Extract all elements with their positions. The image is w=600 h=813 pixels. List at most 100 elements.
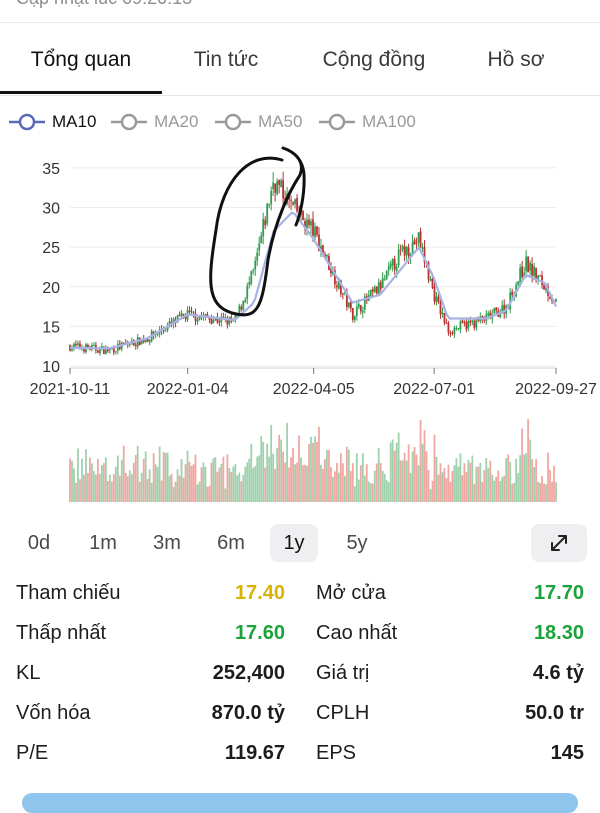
candle-body	[116, 344, 119, 351]
ma10-line-icon	[9, 113, 45, 131]
volume-bar	[246, 462, 249, 502]
volume-bar	[210, 462, 213, 502]
ma20-toggle[interactable]: MA20	[110, 104, 198, 140]
range-1y[interactable]: 1y	[270, 524, 318, 562]
candle-body	[487, 313, 490, 316]
volume-bar	[286, 422, 289, 502]
candle-body	[469, 321, 472, 323]
volume-bar	[75, 482, 77, 502]
candle-body	[164, 330, 167, 332]
volume-bar	[471, 455, 474, 502]
volume-bar	[83, 474, 85, 502]
candle-body	[459, 321, 462, 330]
range-3m[interactable]: 3m	[153, 532, 181, 554]
tab-community[interactable]: Cộng đồng	[322, 48, 426, 71]
price-chart[interactable]: 10 15 20 25 30 35 2021-10-11 2022-01-04 2022-04…	[0, 140, 600, 510]
volume-bars	[69, 419, 557, 502]
candle-body	[87, 344, 89, 348]
volume-bar	[312, 442, 314, 502]
volume-bar	[264, 467, 267, 502]
range-6m[interactable]: 6m	[217, 532, 245, 554]
candle-body	[188, 310, 191, 312]
volume-bar	[479, 462, 482, 502]
action-button[interactable]	[22, 793, 578, 813]
shares-outstanding-label: CPLH	[316, 702, 370, 724]
volume-bar	[491, 474, 494, 502]
volume-bar	[102, 463, 105, 502]
y-axis-ticks: 10 15 20 25 30 35	[42, 161, 60, 376]
volume-bar	[288, 467, 290, 502]
candle-body	[320, 246, 322, 250]
candle-body	[371, 289, 374, 292]
stat-row: KL 252,400 Giá trị 4.6 tỷ	[0, 654, 600, 694]
candle-body	[248, 282, 251, 285]
y-tick-label: 25	[42, 240, 60, 257]
ma100-toggle[interactable]: MA100	[318, 104, 416, 140]
volume-bar	[226, 454, 229, 502]
range-0d[interactable]: 0d	[27, 532, 51, 554]
volume-bar	[409, 472, 412, 502]
candle-body	[483, 319, 486, 321]
volume-bar	[473, 483, 476, 502]
candle-body	[190, 310, 193, 312]
candle-body	[198, 316, 201, 321]
volume-bar	[495, 476, 498, 502]
volume-bar	[126, 476, 129, 502]
volume-bar	[529, 439, 532, 502]
volume-bar	[114, 466, 117, 502]
candle-body	[182, 313, 185, 316]
volume-bar	[140, 472, 143, 502]
ma50-toggle[interactable]: MA50	[214, 104, 302, 140]
volume-bar	[365, 464, 368, 502]
volume-bar	[77, 448, 79, 502]
candle-body	[140, 339, 143, 345]
tab-overview[interactable]: Tổng quan	[30, 48, 132, 71]
candle-body	[244, 299, 247, 302]
volume-bar	[186, 450, 189, 502]
candle-body	[407, 247, 410, 257]
stat-row: Tham chiếu 17.40 Mở cửa 17.70	[0, 574, 600, 614]
main-tabs: Tổng quan Tin tức Cộng đồng Hồ sơ	[0, 22, 600, 96]
volume-bar	[79, 479, 81, 502]
volume-bar	[328, 450, 330, 502]
volume-bar	[463, 463, 466, 502]
expand-chart-button[interactable]	[531, 524, 587, 562]
candle-body	[451, 332, 454, 334]
candle-body	[395, 266, 398, 271]
volume-bar	[212, 458, 215, 502]
x-tick-label: 2022-01-04	[147, 381, 229, 398]
volume-bar	[202, 462, 205, 502]
volume-bar	[174, 481, 177, 502]
ma50-line-icon	[215, 113, 251, 131]
volume-bar	[411, 451, 414, 502]
volume-bar	[176, 469, 179, 502]
candle-body	[447, 322, 450, 333]
volume-bar	[270, 424, 273, 502]
volume-bar	[375, 463, 378, 502]
tab-profile[interactable]: Hồ sơ	[487, 48, 545, 71]
range-5y[interactable]: 5y	[346, 532, 368, 554]
high-price-label: Cao nhất	[316, 622, 398, 644]
volume-bar	[206, 486, 209, 502]
candle-body	[250, 271, 253, 284]
range-1m[interactable]: 1m	[89, 532, 117, 554]
active-tab-indicator	[0, 91, 162, 94]
candle-body	[316, 226, 318, 235]
volume-bar	[120, 459, 123, 502]
candle-body	[343, 292, 346, 294]
volume-bar	[429, 489, 432, 502]
candle-body	[503, 304, 506, 314]
volume-bar	[467, 459, 470, 502]
volume-bar	[250, 443, 253, 502]
candle-body	[383, 278, 386, 280]
ma10-toggle[interactable]: MA10	[8, 104, 96, 140]
candle-body	[379, 282, 382, 290]
volume-bar	[85, 449, 87, 502]
candle-body	[272, 182, 275, 190]
tab-news[interactable]: Tin tức	[193, 48, 259, 71]
candle-body	[290, 199, 292, 201]
volume-bar	[373, 470, 376, 502]
candle-body	[435, 296, 438, 303]
volume-bar	[71, 460, 73, 502]
candle-body	[71, 347, 73, 351]
